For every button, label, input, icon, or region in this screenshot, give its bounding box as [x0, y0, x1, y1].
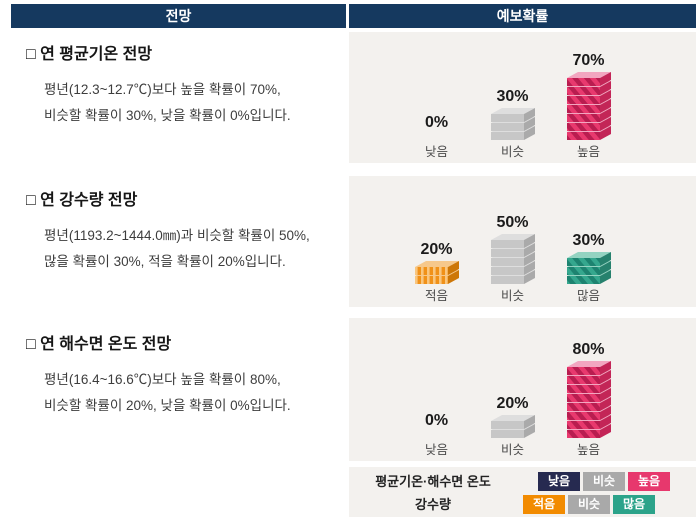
chart-column: 50% 비슷 — [482, 214, 544, 304]
legend-chips-precipitation: 적음 비슷 많음 — [523, 495, 655, 514]
header-probability-column: 예보확률 — [349, 4, 696, 28]
legend-chip: 비슷 — [568, 495, 610, 514]
section-body-line: 평년(16.4~16.6℃)보다 높을 확률이 80%, — [44, 372, 281, 387]
category-label: 비슷 — [500, 443, 524, 457]
legend-chip: 적음 — [523, 495, 565, 514]
block-stack — [490, 415, 535, 438]
probability-value: 0% — [424, 114, 449, 131]
legend-chip: 많음 — [613, 495, 655, 514]
category-label: 높음 — [576, 145, 600, 159]
probability-value: 80% — [572, 341, 605, 358]
section-sea-surface-temperature: □ 연 해수면 온도 전망 평년(16.4~16.6℃)보다 높을 확률이 80… — [26, 330, 344, 419]
section-title: □ 연 해수면 온도 전망 — [26, 336, 172, 353]
category-label: 낮음 — [424, 443, 448, 457]
legend-chips-temperature: 낮음 비슷 높음 — [538, 472, 670, 491]
legend-label-precipitation: 강수량 — [415, 497, 451, 512]
probability-value: 70% — [572, 52, 605, 69]
probability-value: 30% — [496, 88, 529, 105]
section-precipitation: □ 연 강수량 전망 평년(1193.2~1444.0㎜)과 비슷할 확률이 5… — [26, 186, 344, 275]
chart-column: 80% 높음 — [558, 341, 620, 458]
category-label: 많음 — [576, 289, 600, 303]
probability-value: 30% — [572, 232, 605, 249]
section-avg-temperature: □ 연 평균기온 전망 평년(12.3~12.7℃)보다 높을 확률이 70%,… — [26, 40, 344, 129]
legend-chip: 비슷 — [583, 472, 625, 491]
probability-value: 0% — [424, 412, 449, 429]
category-label: 비슷 — [500, 145, 524, 159]
block-stack — [414, 261, 459, 284]
chart-column: 20% 적음 — [406, 241, 468, 304]
section-title: □ 연 평균기온 전망 — [26, 46, 153, 63]
section-body-line: 평년(1193.2~1444.0㎜)과 비슷할 확률이 50%, — [44, 228, 310, 243]
block-stack — [490, 234, 535, 284]
block-stack — [566, 252, 611, 284]
chart-column: 30% 비슷 — [482, 88, 544, 160]
legend-chip: 낮음 — [538, 472, 580, 491]
legend-chip: 높음 — [628, 472, 670, 491]
chart-column: 20% 비슷 — [482, 395, 544, 458]
category-label: 낮음 — [424, 145, 448, 159]
probability-value: 20% — [496, 395, 529, 412]
chart-column: 0% 낮음 — [406, 114, 468, 160]
category-label: 높음 — [576, 443, 600, 457]
legend: 평균기온·해수면 온도 강수량 낮음 비슷 높음 적음 비슷 많음 — [349, 467, 696, 517]
block-stack — [490, 108, 535, 140]
chart-column: 30% 많음 — [558, 232, 620, 304]
block-stack — [566, 361, 611, 438]
probability-value: 20% — [420, 241, 453, 258]
section-body-line: 비슷할 확률이 20%, 낮을 확률이 0%입니다. — [44, 398, 291, 413]
chart-column: 70% 높음 — [558, 52, 620, 160]
category-label: 적음 — [424, 289, 448, 303]
category-label: 비슷 — [500, 289, 524, 303]
chart-precipitation-probability: 20% 적음 50% 비슷 30% 많음 — [349, 176, 696, 307]
header-outlook-column: 전망 — [11, 4, 346, 28]
legend-label-temperature: 평균기온·해수면 온도 — [375, 474, 491, 489]
block-stack — [566, 72, 611, 140]
section-body-line: 비슷할 확률이 30%, 낮을 확률이 0%입니다. — [44, 108, 291, 123]
probability-value: 50% — [496, 214, 529, 231]
chart-avg-temperature-probability: 0% 낮음 30% 비슷 70% 높음 — [349, 32, 696, 163]
section-body-line: 평년(12.3~12.7℃)보다 높을 확률이 70%, — [44, 82, 281, 97]
section-body-line: 많을 확률이 30%, 적을 확률이 20%입니다. — [44, 254, 286, 269]
chart-column: 0% 낮음 — [406, 412, 468, 458]
chart-sea-surface-temperature-probability: 0% 낮음 20% 비슷 80% 높음 — [349, 318, 696, 461]
section-title: □ 연 강수량 전망 — [26, 192, 138, 209]
